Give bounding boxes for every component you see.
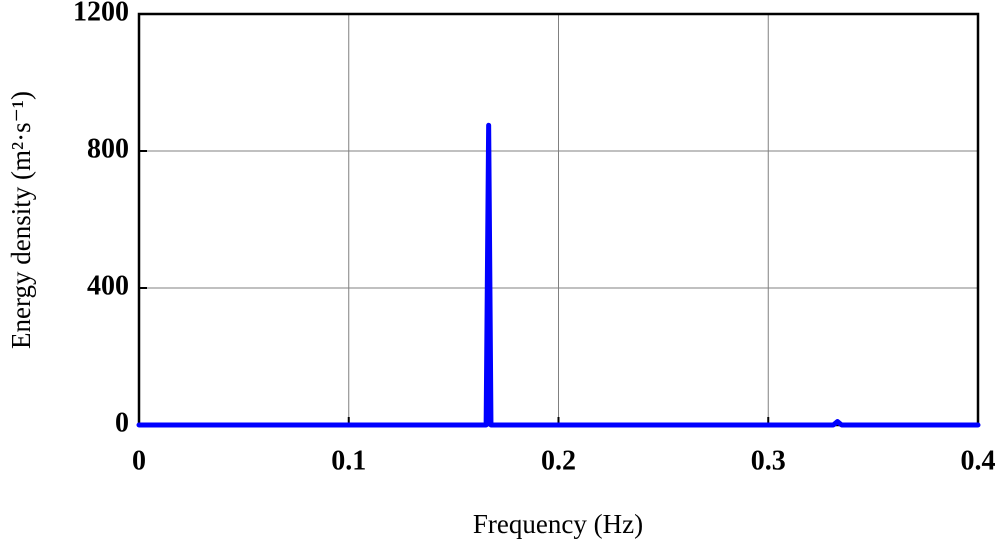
y-tick-label: 0 xyxy=(115,407,129,438)
x-tick-label: 0 xyxy=(132,445,146,476)
data-line xyxy=(136,122,981,428)
x-tick-label: 0.2 xyxy=(541,445,576,476)
x-axis-label: Frequency (Hz) xyxy=(473,509,643,539)
x-tick-label: 0.4 xyxy=(961,445,996,476)
y-axis-label: Energy density (m²·s⁻¹) xyxy=(6,91,36,349)
y-tick-label: 400 xyxy=(87,270,129,301)
x-tick-label: 0.1 xyxy=(331,445,366,476)
y-tick-label: 1200 xyxy=(73,0,129,27)
y-tick-label: 800 xyxy=(87,133,129,164)
x-tick-label: 0.3 xyxy=(751,445,786,476)
